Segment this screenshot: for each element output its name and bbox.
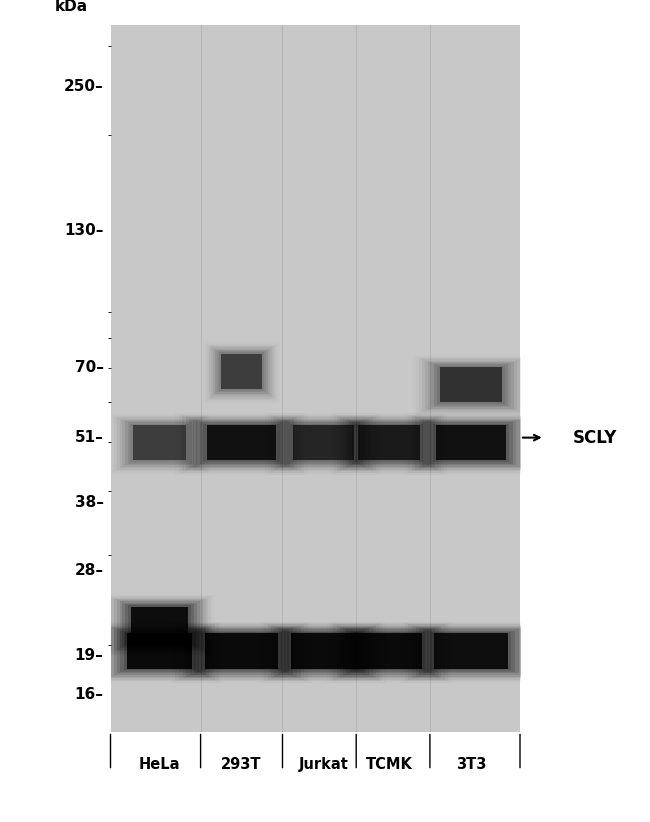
- Text: 16–: 16–: [75, 686, 103, 701]
- Text: TCMK: TCMK: [365, 756, 412, 772]
- Text: 19–: 19–: [75, 649, 103, 663]
- Text: 3T3: 3T3: [456, 756, 486, 772]
- Text: 51–: 51–: [75, 430, 103, 446]
- Text: 250–: 250–: [64, 79, 103, 94]
- Text: 38–: 38–: [75, 495, 103, 510]
- Text: kDa: kDa: [55, 0, 88, 13]
- Text: 293T: 293T: [221, 756, 262, 772]
- Text: Jurkat: Jurkat: [298, 756, 348, 772]
- Text: SCLY: SCLY: [573, 428, 617, 446]
- Text: HeLa: HeLa: [139, 756, 181, 772]
- Text: 70–: 70–: [75, 360, 103, 375]
- Text: 130–: 130–: [64, 224, 103, 238]
- Text: 28–: 28–: [75, 563, 103, 578]
